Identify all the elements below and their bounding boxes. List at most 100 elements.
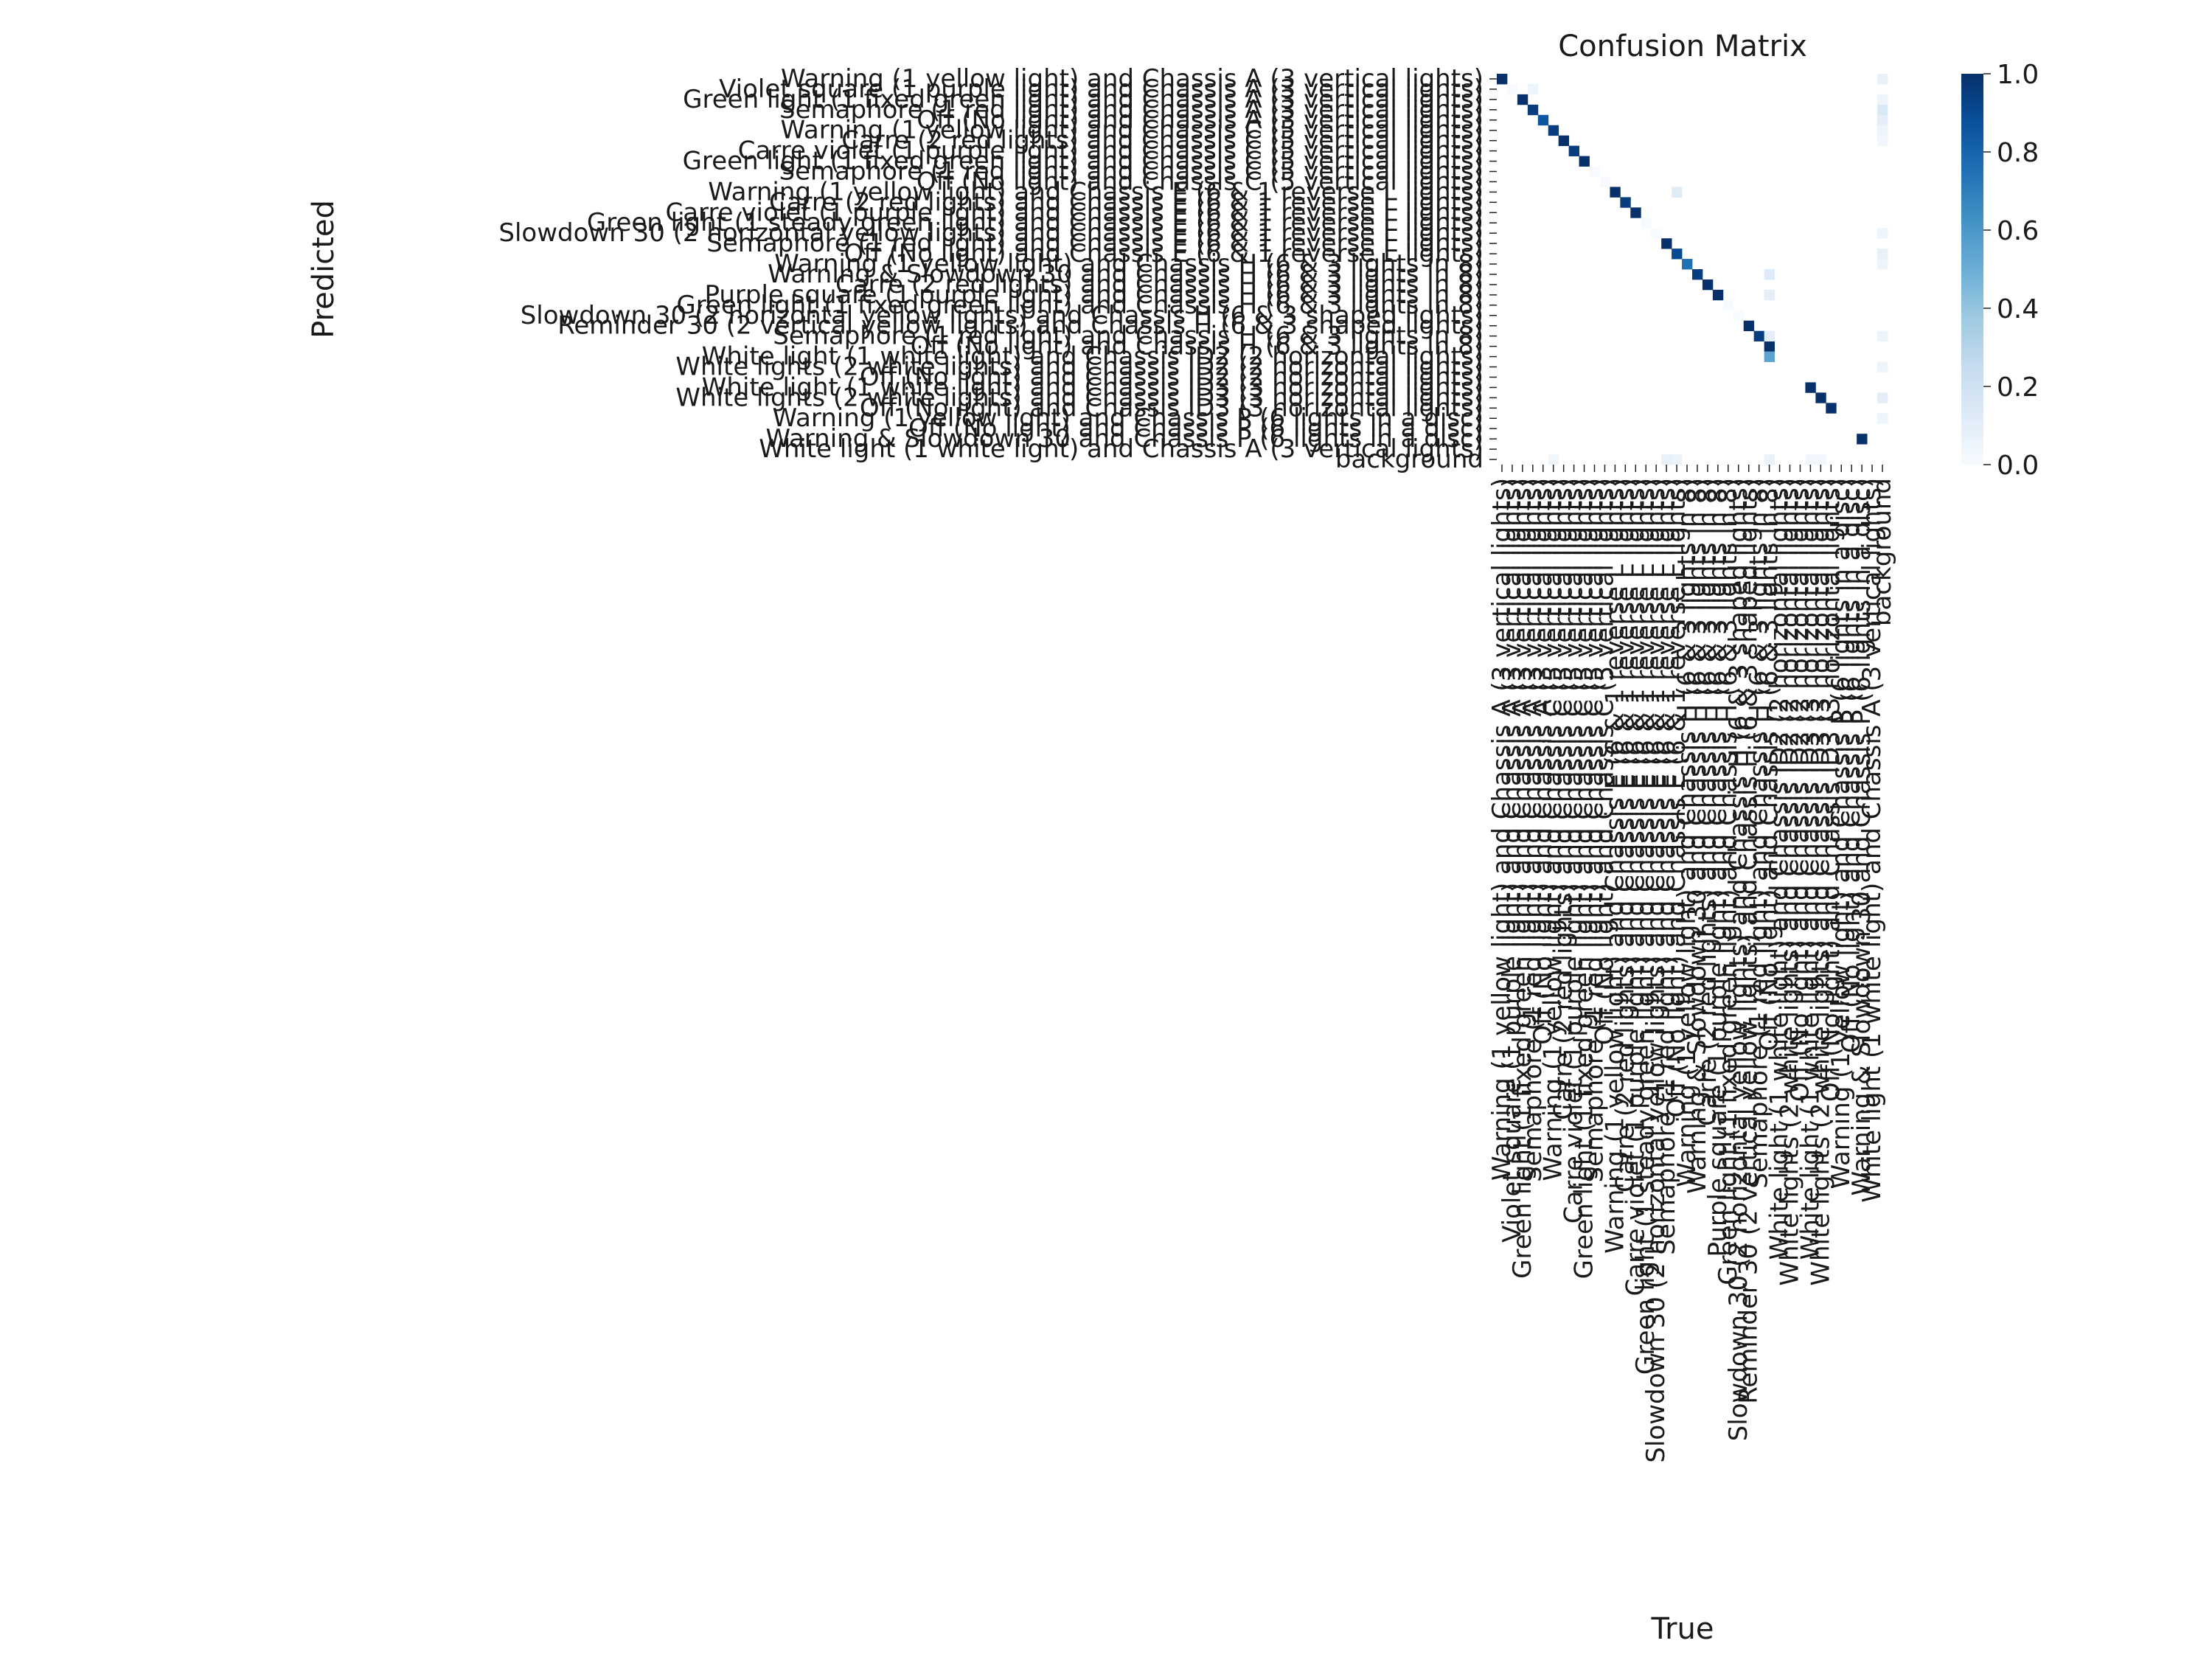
y-tick-label: White light (1 white light) and Chassis …: [702, 342, 1484, 372]
heatmap-cell: [1877, 135, 1888, 147]
x-tick-label: Green light (1 fixed green light) and Ch…: [1714, 478, 1743, 1285]
heatmap-cell: [1661, 238, 1672, 249]
colorbar-tick-label: 0.4: [1997, 294, 2039, 324]
y-tick-label: Green light (1 fixed green light) and Ch…: [676, 291, 1484, 320]
y-tick-label: Warning & Slowdown 30 and Chassis H (6 &…: [768, 260, 1484, 289]
heatmap-cell: [1764, 341, 1775, 352]
x-tick-label: Carre (2 red lights) and Chassis H (6 & …: [1693, 478, 1722, 1126]
heatmap-cell: [1815, 454, 1826, 465]
colorbar-tick-label: 0.2: [1997, 372, 2039, 403]
x-tick-label: Warning (1 yellow light) and Chassis H (…: [1672, 478, 1702, 1187]
heatmap-cell: [1743, 320, 1755, 332]
heatmap-cells: [1497, 74, 1888, 465]
heatmap-cell: [1672, 187, 1683, 198]
x-tick-label: Green light (1 fixed green light) and Ch…: [1508, 478, 1537, 1279]
x-tick-label: White light (1 white light) and Chassis …: [1857, 478, 1887, 1203]
y-tick-label: background: [1335, 445, 1484, 474]
heatmap-cell: [1764, 330, 1775, 342]
heatmap-cell: [1877, 361, 1888, 372]
heatmap-cell: [1589, 166, 1600, 177]
y-tick-label: Carre (2 red lights) and Chassis H (6 & …: [835, 270, 1484, 299]
heatmap-cell: [1722, 299, 1734, 311]
x-tick-label: Carre (2 red lights) and Chassis E (6 & …: [1610, 478, 1640, 1192]
x-tick-label: Semaphore (1 red light) and Chassis A (3…: [1518, 478, 1548, 1182]
x-tick-label: Warning (1 yellow light) and Chassis E (…: [1600, 478, 1630, 1254]
y-tick-label: Off (No light) and Chassis A (3 vertical…: [917, 105, 1484, 135]
heatmap-cell: [1610, 187, 1621, 198]
y-tick-label: Off (No light) and Chassis ID2 (2 horizo…: [860, 362, 1484, 392]
x-tick-label: Reminder 30 (2 vertical yellow lights) a…: [1734, 478, 1764, 1404]
heatmap-cell: [1579, 156, 1590, 167]
y-tick-label: Off (No light) and Chassis P (6 lights i…: [908, 414, 1484, 443]
heatmap-cell: [1877, 114, 1888, 126]
heatmap-cell: [1548, 125, 1559, 136]
y-tick-label: Off (No light) and Chassis E (6 & 1 reve…: [844, 239, 1484, 268]
x-axis-label: True: [1651, 1612, 1714, 1646]
colorbar: 0.0 0.2 0.4 0.6 0.8 1.0: [1961, 60, 2039, 481]
y-tick-label: White lights (2 white lights) and Chassi…: [675, 353, 1484, 382]
x-tick-label: Green light (1 steady green light) and C…: [1631, 478, 1660, 1375]
y-tick-label: Slowdown 30 (2 horizontal yellow lights)…: [498, 218, 1484, 248]
x-tick-label: Carre (2 red lights) and Chassis C (5 ve…: [1549, 478, 1579, 1120]
heatmap-cell: [1651, 228, 1662, 239]
y-tick-label: Warning & Slowdown 30 and Chassis P (6 l…: [766, 424, 1484, 454]
x-tick-label: Off (No light) and Chassis ID2 (2 horizo…: [1785, 478, 1815, 1102]
heatmap-cell: [1877, 392, 1888, 403]
heatmap-cell: [1692, 269, 1703, 280]
x-tick-label: Green light (1 fixed green light) and Ch…: [1570, 478, 1599, 1279]
heatmap-cell: [1527, 104, 1539, 116]
x-tick-label: background: [1868, 478, 1897, 626]
heatmap-cell: [1877, 249, 1888, 260]
x-tick-label: Violet square (1 purple light) and Chass…: [1498, 478, 1527, 1243]
x-tick-label: Warning (1 yellow light) and Chassis A (…: [1487, 478, 1517, 1181]
y-tick-label: White lights (2 white lights) and Chassi…: [675, 383, 1484, 412]
x-tick-label: Off (No light) and Chassis A (3 vertical…: [1528, 478, 1558, 1045]
x-tick-label: Slowdown 30 (2 horizontal yellow lights)…: [1641, 478, 1671, 1463]
y-tick-label: Off (No light) and Chassis C (5 vertical…: [917, 167, 1484, 196]
y-tick-label: Carre (2 red lights) and Chassis C (5 ve…: [841, 126, 1484, 156]
y-tick-label: Carre (2 red lights) and Chassis E (6 & …: [769, 187, 1484, 217]
x-tick-label: Warning (1 yellow light) and Chassis C (…: [1539, 478, 1568, 1181]
heatmap-cell: [1661, 454, 1672, 465]
heatmap-cell: [1506, 83, 1518, 95]
x-tick-label: White lights (2 white lights) and Chassi…: [1775, 478, 1805, 1286]
heatmap-cell: [1764, 351, 1775, 362]
heatmap-cell: [1712, 289, 1724, 301]
y-tick-label: Semaphore (1 red light) and Chassis H (6…: [773, 322, 1484, 351]
x-tick-label: Off (No light) and Chassis ID3 (3 horizo…: [1816, 478, 1846, 1102]
y-tick-label: Carre violet (1 purple light) and Chassi…: [738, 136, 1484, 166]
y-tick-label: Warning (1 yellow light) and Chassis H (…: [774, 249, 1484, 279]
x-tick-label: Off (No light) and Chassis E (6 & 1 reve…: [1662, 478, 1691, 1117]
heatmap-cell: [1558, 135, 1570, 147]
x-tick-label: Semaphore (1 red light) and Chassis E (6…: [1652, 478, 1681, 1255]
heatmap-cell: [1702, 279, 1714, 291]
y-tick-label: Off (No light) and Chassis ID3 (3 horizo…: [860, 393, 1484, 423]
y-tick-label: Violet square (1 purple light) and Chass…: [719, 74, 1484, 104]
heatmap-cell: [1826, 403, 1837, 414]
colorbar-tick-label: 0.0: [1997, 451, 2039, 481]
x-tick-label: Semaphore (1 red light) and Chassis C (5…: [1580, 478, 1610, 1182]
heatmap-cell: [1630, 207, 1641, 218]
heatmap-cell: [1641, 218, 1652, 229]
heatmap-cell: [1753, 330, 1765, 342]
y-tick-label: Off (No light) and Chassis H (6 & 3 ligh…: [911, 332, 1484, 361]
x-tick-label: Semaphore (1 red light) and Chassis H (6…: [1745, 478, 1774, 1189]
heatmap-cell: [1620, 197, 1631, 208]
heatmap-cell: [1548, 454, 1559, 465]
heatmap-cell: [1815, 392, 1826, 403]
colorbar-tick-label: 0.8: [1997, 138, 2039, 168]
y-tick-labels: Warning (1 yellow light) and Chassis A (…: [498, 64, 1497, 474]
heatmap-cell: [1857, 434, 1868, 445]
y-tick-label: Semaphore (1 red light) and Chassis E (6…: [706, 229, 1484, 258]
heatmap-cell: [1877, 228, 1888, 239]
heatmap-cell: [1877, 74, 1888, 85]
heatmap-cell: [1527, 83, 1539, 95]
y-tick-label: Purple square (1 purple light) and Chass…: [704, 280, 1484, 310]
y-tick-label: White light (1 white light) and Chassis …: [759, 434, 1484, 464]
x-tick-label: Purple square (1 purple light) and Chass…: [1703, 478, 1733, 1257]
y-tick-label: Slowdown 30 (2 horizontal yellow lights)…: [521, 301, 1484, 330]
heatmap-cell: [1764, 289, 1775, 301]
y-tick-label: Warning (1 yellow light) and Chassis A (…: [781, 64, 1484, 94]
heatmap-cell: [1672, 249, 1683, 260]
